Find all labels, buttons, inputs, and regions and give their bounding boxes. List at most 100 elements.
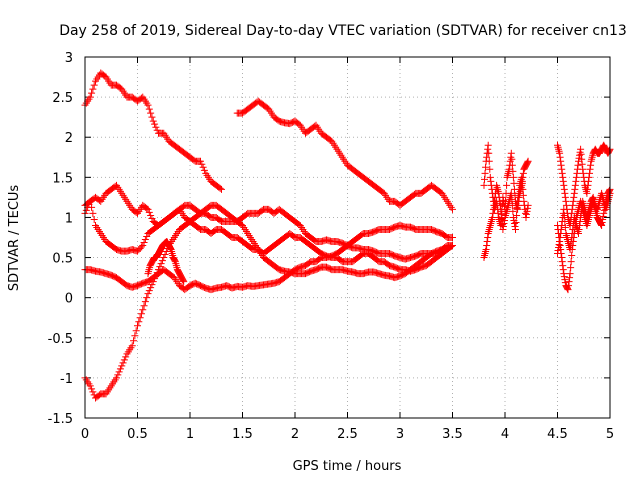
data-point-marker: [484, 141, 492, 149]
data-point-marker: [513, 204, 521, 212]
data-point-marker: [167, 245, 175, 253]
y-tick-label: -1: [60, 372, 73, 387]
data-point-marker: [139, 242, 147, 250]
data-point-marker: [599, 215, 607, 223]
data-point-marker: [561, 193, 569, 201]
data-point-marker: [118, 362, 126, 370]
series-track-b: [233, 97, 456, 213]
data-point-marker: [171, 257, 179, 265]
data-point-marker: [576, 221, 584, 229]
data-point-marker: [499, 222, 507, 230]
data-point-marker: [481, 175, 489, 183]
data-point-marker: [510, 179, 518, 187]
data-point-marker: [153, 269, 161, 277]
data-point-marker: [585, 173, 593, 181]
data-point-marker: [569, 197, 577, 205]
data-point-marker: [561, 217, 569, 225]
data-point-marker: [556, 238, 564, 246]
data-point-marker: [508, 161, 516, 169]
data-point-marker: [509, 167, 517, 175]
data-point-marker: [145, 287, 153, 295]
data-point-marker: [147, 284, 155, 292]
data-point-marker: [571, 185, 579, 193]
data-point-marker: [199, 163, 207, 171]
data-point-marker: [558, 254, 566, 262]
data-point-marker: [149, 278, 157, 286]
data-point-marker: [570, 189, 578, 197]
data-point-marker: [141, 298, 149, 306]
data-point-marker: [89, 85, 97, 93]
y-tick-label: 2.5: [52, 91, 73, 106]
data-point-marker: [514, 205, 522, 213]
data-point-marker: [508, 195, 516, 203]
data-point-marker: [562, 197, 570, 205]
data-point-marker: [140, 239, 148, 247]
data-point-marker: [568, 234, 576, 241]
data-point-marker: [449, 242, 456, 250]
data-point-marker: [560, 211, 568, 219]
data-point-marker: [218, 185, 225, 193]
data-point-marker: [568, 205, 576, 213]
data-point-marker: [119, 359, 127, 367]
data-point-marker: [555, 241, 563, 249]
data-point-marker: [481, 169, 489, 177]
data-point-marker: [88, 89, 96, 97]
data-point-marker: [573, 169, 581, 177]
data-point-marker: [561, 279, 569, 287]
data-point-marker: [508, 201, 516, 209]
data-point-marker: [449, 205, 456, 213]
data-point-marker: [554, 247, 562, 255]
data-point-marker: [480, 181, 488, 189]
data-point-marker: [82, 206, 90, 214]
y-tick-label: -1.5: [48, 412, 73, 427]
data-point-marker: [122, 353, 130, 361]
data-point-marker: [586, 169, 594, 177]
data-point-marker: [137, 310, 145, 318]
data-point-marker: [579, 169, 587, 177]
data-point-marker: [499, 225, 507, 233]
data-point-marker: [519, 185, 527, 193]
data-point-marker: [559, 173, 567, 181]
data-point-marker: [115, 368, 123, 376]
data-point-marker: [583, 185, 591, 193]
data-point-marker: [576, 151, 584, 159]
data-point-marker: [567, 238, 575, 246]
data-point-marker: [560, 181, 568, 189]
data-point-marker: [558, 258, 566, 266]
data-point-marker: [566, 246, 574, 254]
data-point-marker: [143, 204, 151, 212]
data-point-marker: [198, 160, 206, 168]
data-point-marker: [569, 201, 577, 209]
data-point-marker: [500, 216, 508, 224]
x-tick-label: 0: [81, 427, 89, 442]
data-point-marker: [578, 160, 586, 168]
data-point-marker: [524, 204, 532, 212]
data-point-marker: [512, 218, 520, 226]
data-point-marker: [484, 234, 492, 241]
data-point-marker: [139, 306, 147, 314]
data-point-marker: [486, 165, 494, 173]
data-point-marker: [570, 193, 578, 201]
data-point-marker: [511, 222, 519, 230]
data-point-marker: [572, 177, 580, 185]
data-point-marker: [557, 225, 565, 233]
data-point-marker: [560, 273, 568, 281]
data-point-marker: [567, 258, 575, 266]
data-point-marker: [518, 179, 526, 187]
data-point-marker: [556, 149, 564, 157]
data-point-marker: [558, 165, 566, 173]
data-point-marker: [575, 229, 582, 237]
data-point-marker: [140, 302, 148, 310]
data-point-marker: [136, 314, 144, 322]
data-point-marker: [490, 201, 498, 209]
data-point-marker: [577, 213, 585, 221]
data-point-marker: [524, 158, 532, 166]
data-point-marker: [130, 337, 138, 345]
data-point-marker: [524, 201, 532, 209]
data-point-marker: [143, 232, 151, 240]
data-point-marker: [584, 181, 592, 189]
data-markers: [81, 69, 614, 402]
data-point-marker: [508, 155, 516, 163]
series-track-g: [144, 238, 188, 286]
